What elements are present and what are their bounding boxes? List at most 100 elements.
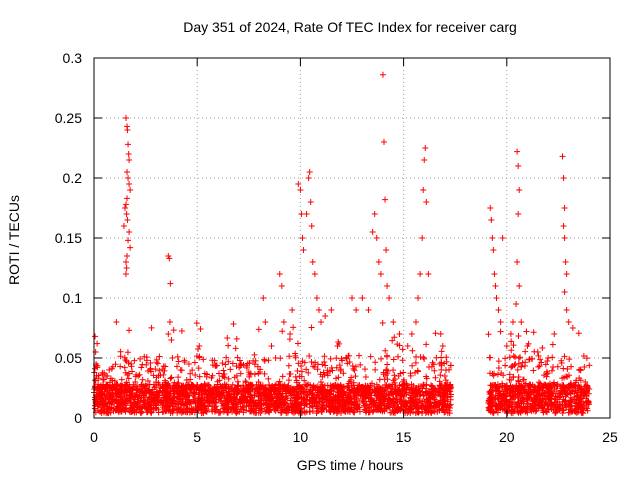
- data-point: [560, 407, 567, 414]
- data-point: [154, 396, 161, 403]
- data-point: [561, 289, 568, 295]
- data-point: [400, 400, 407, 407]
- data-point: [344, 383, 351, 390]
- data-point: [375, 259, 382, 265]
- data-point: [377, 271, 384, 277]
- data-point: [205, 387, 212, 394]
- data-point: [264, 408, 271, 415]
- y-tick-label: 0.3: [63, 50, 83, 66]
- data-point: [382, 347, 389, 354]
- data-point: [311, 384, 318, 391]
- data-point: [580, 398, 587, 405]
- data-point: [238, 361, 245, 368]
- data-point: [370, 403, 377, 410]
- data-point: [312, 396, 319, 403]
- chart-title: Day 351 of 2024, Rate Of TEC Index for r…: [183, 19, 517, 35]
- data-point: [423, 381, 430, 388]
- data-point: [322, 313, 329, 319]
- data-point: [124, 127, 131, 133]
- plot-points: [91, 71, 593, 417]
- data-point: [346, 395, 353, 402]
- data-point: [350, 379, 357, 386]
- data-point: [506, 354, 513, 361]
- data-point: [228, 394, 235, 401]
- data-point: [561, 374, 568, 381]
- data-point: [174, 353, 181, 360]
- data-point: [184, 408, 191, 415]
- data-point: [544, 357, 551, 364]
- data-point: [244, 387, 251, 394]
- data-point: [321, 388, 328, 395]
- y-tick-label: 0.1: [63, 290, 83, 306]
- data-point: [225, 342, 232, 349]
- data-point: [428, 402, 435, 409]
- data-point: [439, 397, 446, 404]
- data-point: [548, 401, 555, 408]
- data-point: [443, 383, 450, 390]
- data-point: [298, 409, 305, 416]
- data-point: [196, 386, 203, 393]
- data-point: [538, 403, 545, 410]
- data-point: [387, 409, 394, 416]
- data-point: [508, 364, 515, 371]
- data-point: [306, 169, 313, 175]
- data-point: [319, 381, 326, 388]
- data-point: [307, 199, 314, 205]
- data-point: [514, 401, 521, 408]
- data-point: [404, 343, 411, 349]
- data-point: [360, 398, 367, 405]
- data-point: [494, 395, 501, 402]
- data-point: [175, 358, 182, 365]
- data-point: [559, 410, 566, 417]
- data-point: [284, 383, 291, 390]
- data-point: [122, 369, 129, 376]
- data-point: [167, 385, 174, 392]
- data-point: [212, 400, 219, 407]
- data-point: [170, 327, 177, 334]
- data-point: [123, 211, 130, 217]
- data-point: [254, 363, 261, 370]
- data-point: [392, 386, 399, 393]
- data-point: [148, 409, 155, 416]
- data-point: [361, 366, 368, 373]
- data-point: [551, 396, 558, 403]
- data-point: [239, 403, 246, 410]
- data-point: [386, 382, 393, 389]
- data-point: [115, 396, 122, 403]
- data-point: [92, 377, 99, 384]
- data-point: [569, 396, 576, 403]
- data-point: [242, 379, 249, 386]
- data-point: [576, 375, 583, 382]
- data-point: [324, 367, 331, 374]
- data-point: [333, 355, 340, 362]
- data-point: [233, 387, 240, 394]
- data-point: [429, 392, 436, 399]
- data-point: [442, 377, 449, 384]
- data-point: [276, 271, 283, 277]
- data-point: [515, 386, 522, 393]
- data-point: [201, 370, 208, 377]
- data-point: [417, 271, 424, 277]
- data-point: [423, 199, 430, 205]
- data-point: [109, 391, 116, 398]
- data-point: [422, 145, 429, 151]
- data-point: [128, 361, 135, 367]
- data-point: [267, 394, 274, 401]
- data-point: [515, 332, 522, 339]
- data-point: [513, 301, 520, 307]
- data-point: [391, 379, 398, 386]
- data-point: [197, 405, 204, 412]
- data-point: [345, 380, 352, 387]
- data-point: [362, 393, 369, 400]
- data-point: [344, 360, 351, 367]
- data-point: [510, 342, 517, 349]
- data-point: [130, 384, 137, 391]
- data-point: [125, 141, 132, 148]
- data-point: [207, 399, 214, 406]
- data-point: [129, 408, 136, 415]
- data-point: [219, 360, 226, 367]
- data-point: [237, 360, 244, 367]
- data-point: [490, 372, 497, 379]
- data-point: [529, 405, 536, 412]
- data-point: [272, 355, 279, 361]
